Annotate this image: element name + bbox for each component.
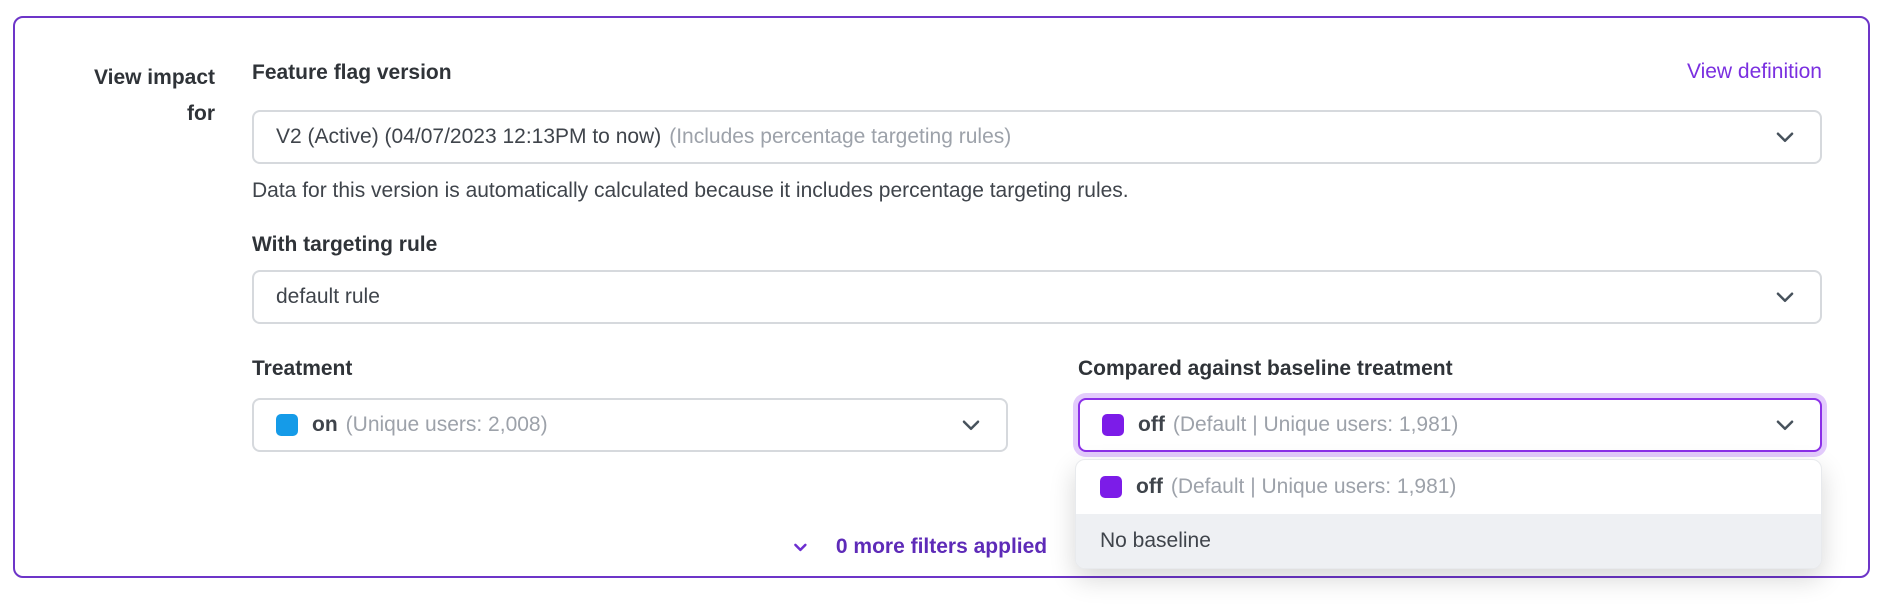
targeting-rule-label: With targeting rule [252, 233, 438, 256]
view-impact-panel: View definition View impact for Feature … [13, 16, 1870, 578]
baseline-option-off[interactable]: off (Default | Unique users: 1,981) [1076, 460, 1821, 514]
treatment-color-swatch [276, 414, 298, 436]
chevron-down-icon [1772, 412, 1798, 438]
targeting-rule-select[interactable]: default rule [252, 270, 1822, 324]
chevron-down-icon [790, 537, 810, 557]
baseline-note: (Default | Unique users: 1,981) [1172, 413, 1459, 436]
filters-form: Feature flag version V2 (Active) (04/07/… [252, 60, 1822, 569]
option-color-swatch [1100, 476, 1122, 498]
baseline-color-swatch [1102, 414, 1124, 436]
treatment-select[interactable]: on (Unique users: 2,008) [252, 398, 1008, 452]
option-note: (Default | Unique users: 1,981) [1170, 475, 1457, 498]
treatment-value: on [312, 413, 338, 436]
baseline-option-no-baseline[interactable]: No baseline [1076, 514, 1821, 568]
chevron-down-icon [958, 412, 984, 438]
feature-flag-version-select[interactable]: V2 (Active) (04/07/2023 12:13PM to now) (… [252, 110, 1822, 164]
more-filters-toggle[interactable]: 0 more filters applied [769, 527, 1114, 567]
feature-flag-version-label: Feature flag version [252, 61, 452, 84]
baseline-treatment-select[interactable]: off (Default | Unique users: 1,981) [1078, 398, 1822, 452]
chevron-down-icon [1772, 284, 1798, 310]
treatment-label: Treatment [252, 357, 353, 380]
view-impact-for-label: View impact for [94, 66, 215, 125]
feature-flag-version-value: V2 (Active) (04/07/2023 12:13PM to now) [276, 125, 662, 148]
baseline-treatment-label: Compared against baseline treatment [1078, 357, 1453, 380]
chevron-down-icon [1772, 124, 1798, 150]
option-value: off [1136, 475, 1163, 498]
feature-flag-version-note: (Includes percentage targeting rules) [669, 125, 1012, 148]
view-definition-link[interactable]: View definition [1686, 60, 1822, 83]
targeting-rule-value: default rule [276, 285, 380, 308]
version-helper-text: Data for this version is automatically c… [252, 179, 1129, 202]
more-filters-label: 0 more filters applied [835, 535, 1048, 558]
baseline-value: off [1138, 413, 1165, 436]
treatment-note: (Unique users: 2,008) [345, 413, 548, 436]
baseline-dropdown-menu: off (Default | Unique users: 1,981) No ba… [1075, 459, 1822, 569]
